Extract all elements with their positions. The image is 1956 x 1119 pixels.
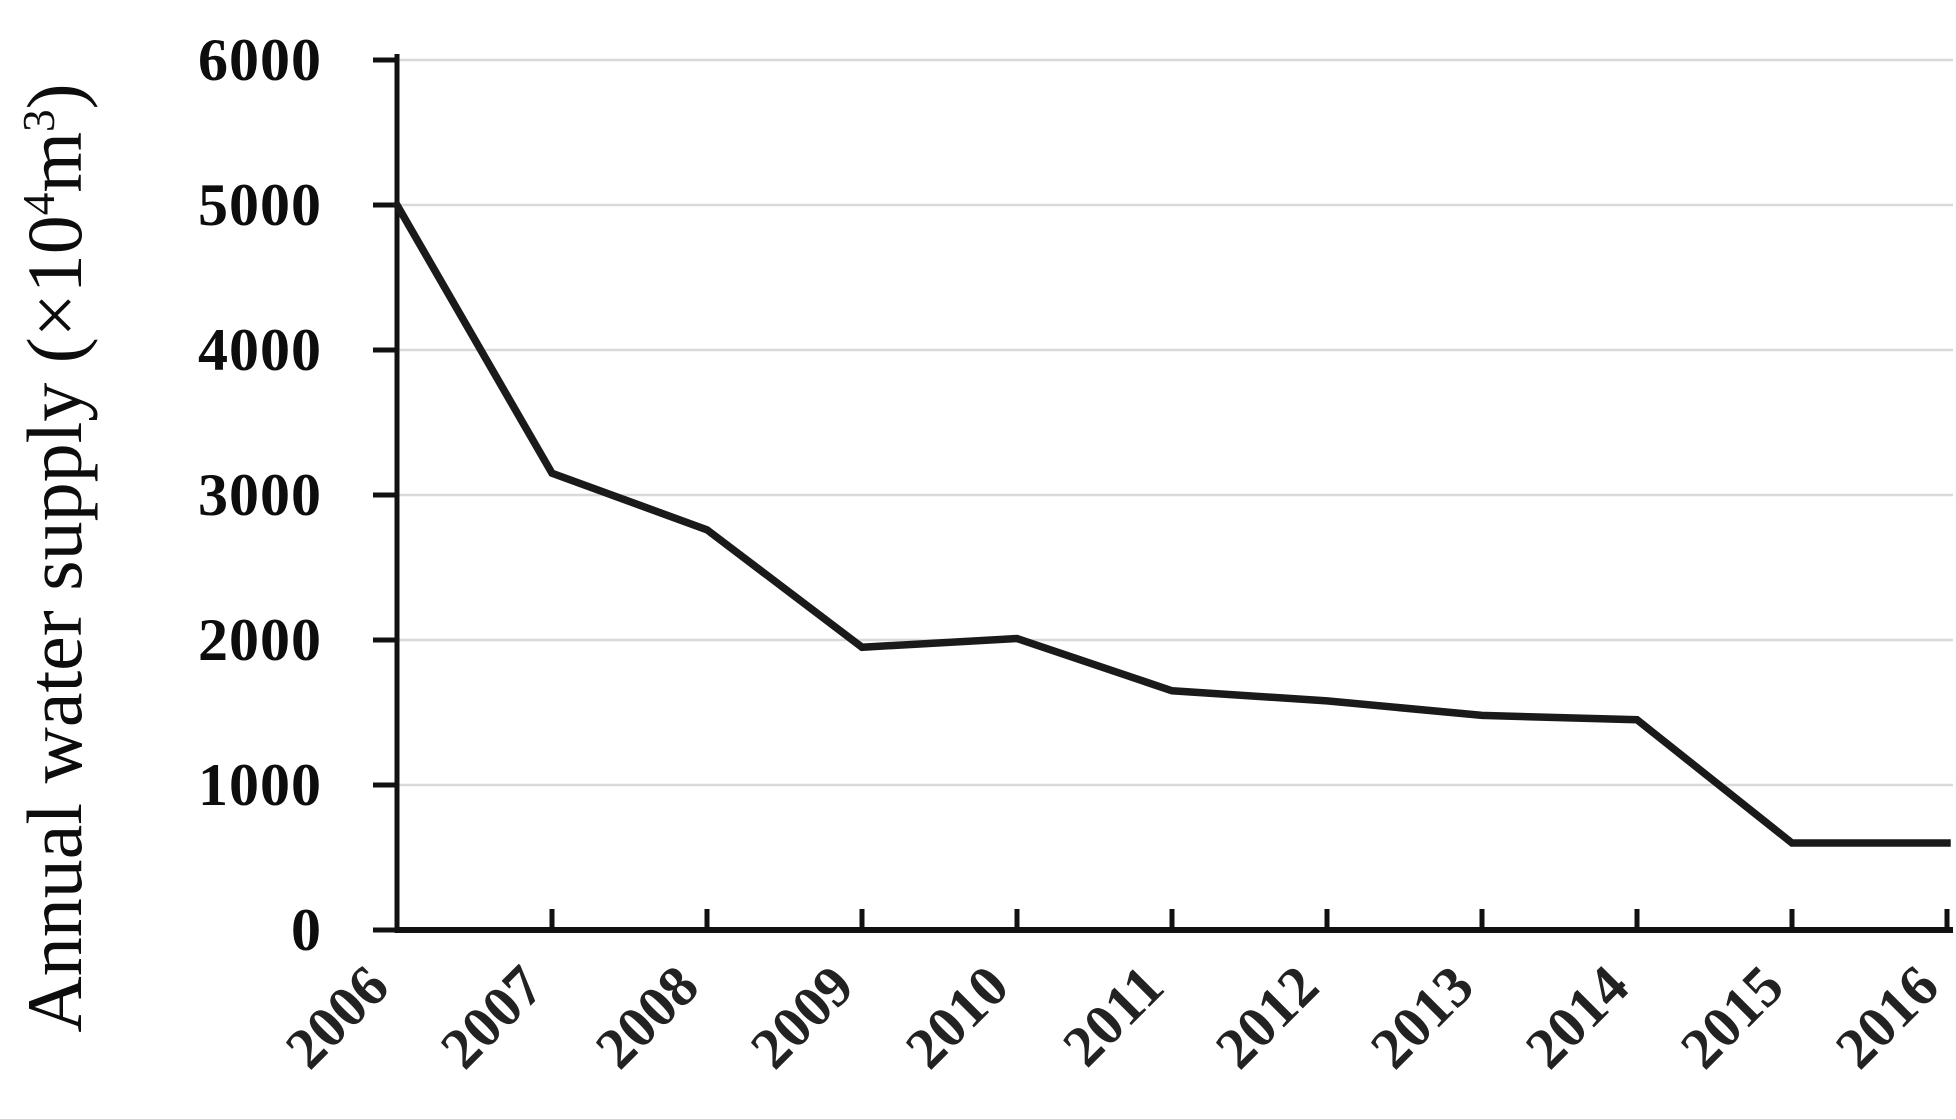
y-tick-label-6000: 6000: [198, 27, 322, 93]
x-tick-label-2015: 2015: [1667, 952, 1796, 1081]
x-tick-label-2009: 2009: [737, 952, 866, 1081]
x-tick-label-2006: 2006: [272, 952, 401, 1081]
x-tick-label-2012: 2012: [1202, 952, 1331, 1081]
x-tick-label-2008: 2008: [582, 952, 711, 1081]
y-tick-label-3000: 3000: [198, 462, 322, 528]
data-line-annual-water-supply: [391, 199, 1951, 847]
x-tick-label-2010: 2010: [892, 952, 1021, 1081]
y-tick-label-1000: 1000: [198, 752, 322, 818]
x-tick-label-2014: 2014: [1512, 952, 1641, 1081]
x-tick-label-2007: 2007: [427, 952, 556, 1081]
x-tick-label-2013: 2013: [1357, 952, 1486, 1081]
x-tick-label-2016: 2016: [1822, 952, 1951, 1081]
x-tick-label-2011: 2011: [1050, 952, 1176, 1079]
y-tick-label-0: 0: [291, 897, 322, 963]
y-tick-label-5000: 5000: [198, 172, 322, 238]
y-tick-label-4000: 4000: [198, 317, 322, 383]
y-tick-label-2000: 2000: [198, 607, 322, 673]
